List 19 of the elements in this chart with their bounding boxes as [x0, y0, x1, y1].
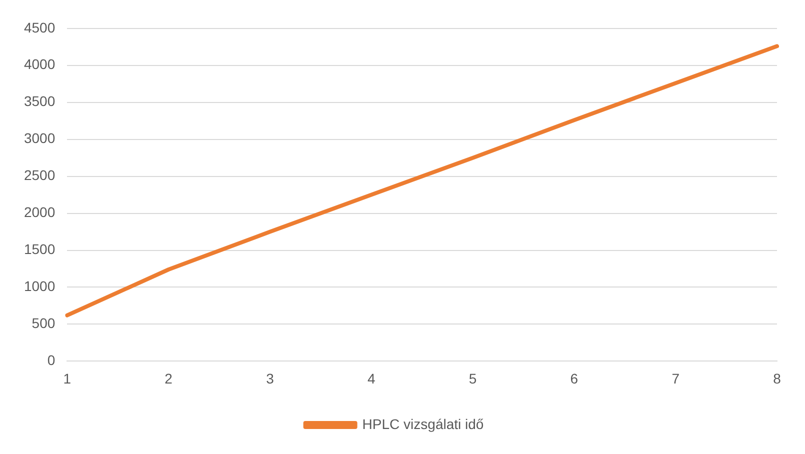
- x-tick-label: 7: [672, 370, 680, 386]
- x-tick-label: 6: [570, 370, 578, 386]
- y-tick-label: 1500: [24, 241, 56, 258]
- y-tick-label: 2500: [24, 167, 56, 184]
- x-tick-label: 2: [164, 370, 173, 386]
- y-tick-label: 3000: [24, 130, 56, 146]
- y-tick-label: 0: [47, 352, 56, 368]
- x-tick-label: 1: [63, 370, 72, 386]
- legend-label: HPLC vizsgálati idő: [362, 416, 484, 432]
- y-tick-label: 1000: [24, 278, 56, 294]
- x-tick-label: 3: [266, 370, 274, 386]
- x-tick-label: 4: [367, 370, 376, 386]
- x-tick-label: 8: [773, 370, 782, 386]
- y-tick-label: 4000: [24, 56, 56, 72]
- y-tick-label: 3500: [24, 93, 56, 110]
- y-tick-label: 2000: [24, 204, 56, 220]
- y-tick-label: 4500: [24, 19, 56, 36]
- x-tick-label: 5: [468, 370, 477, 386]
- y-tick-label: 500: [32, 315, 56, 332]
